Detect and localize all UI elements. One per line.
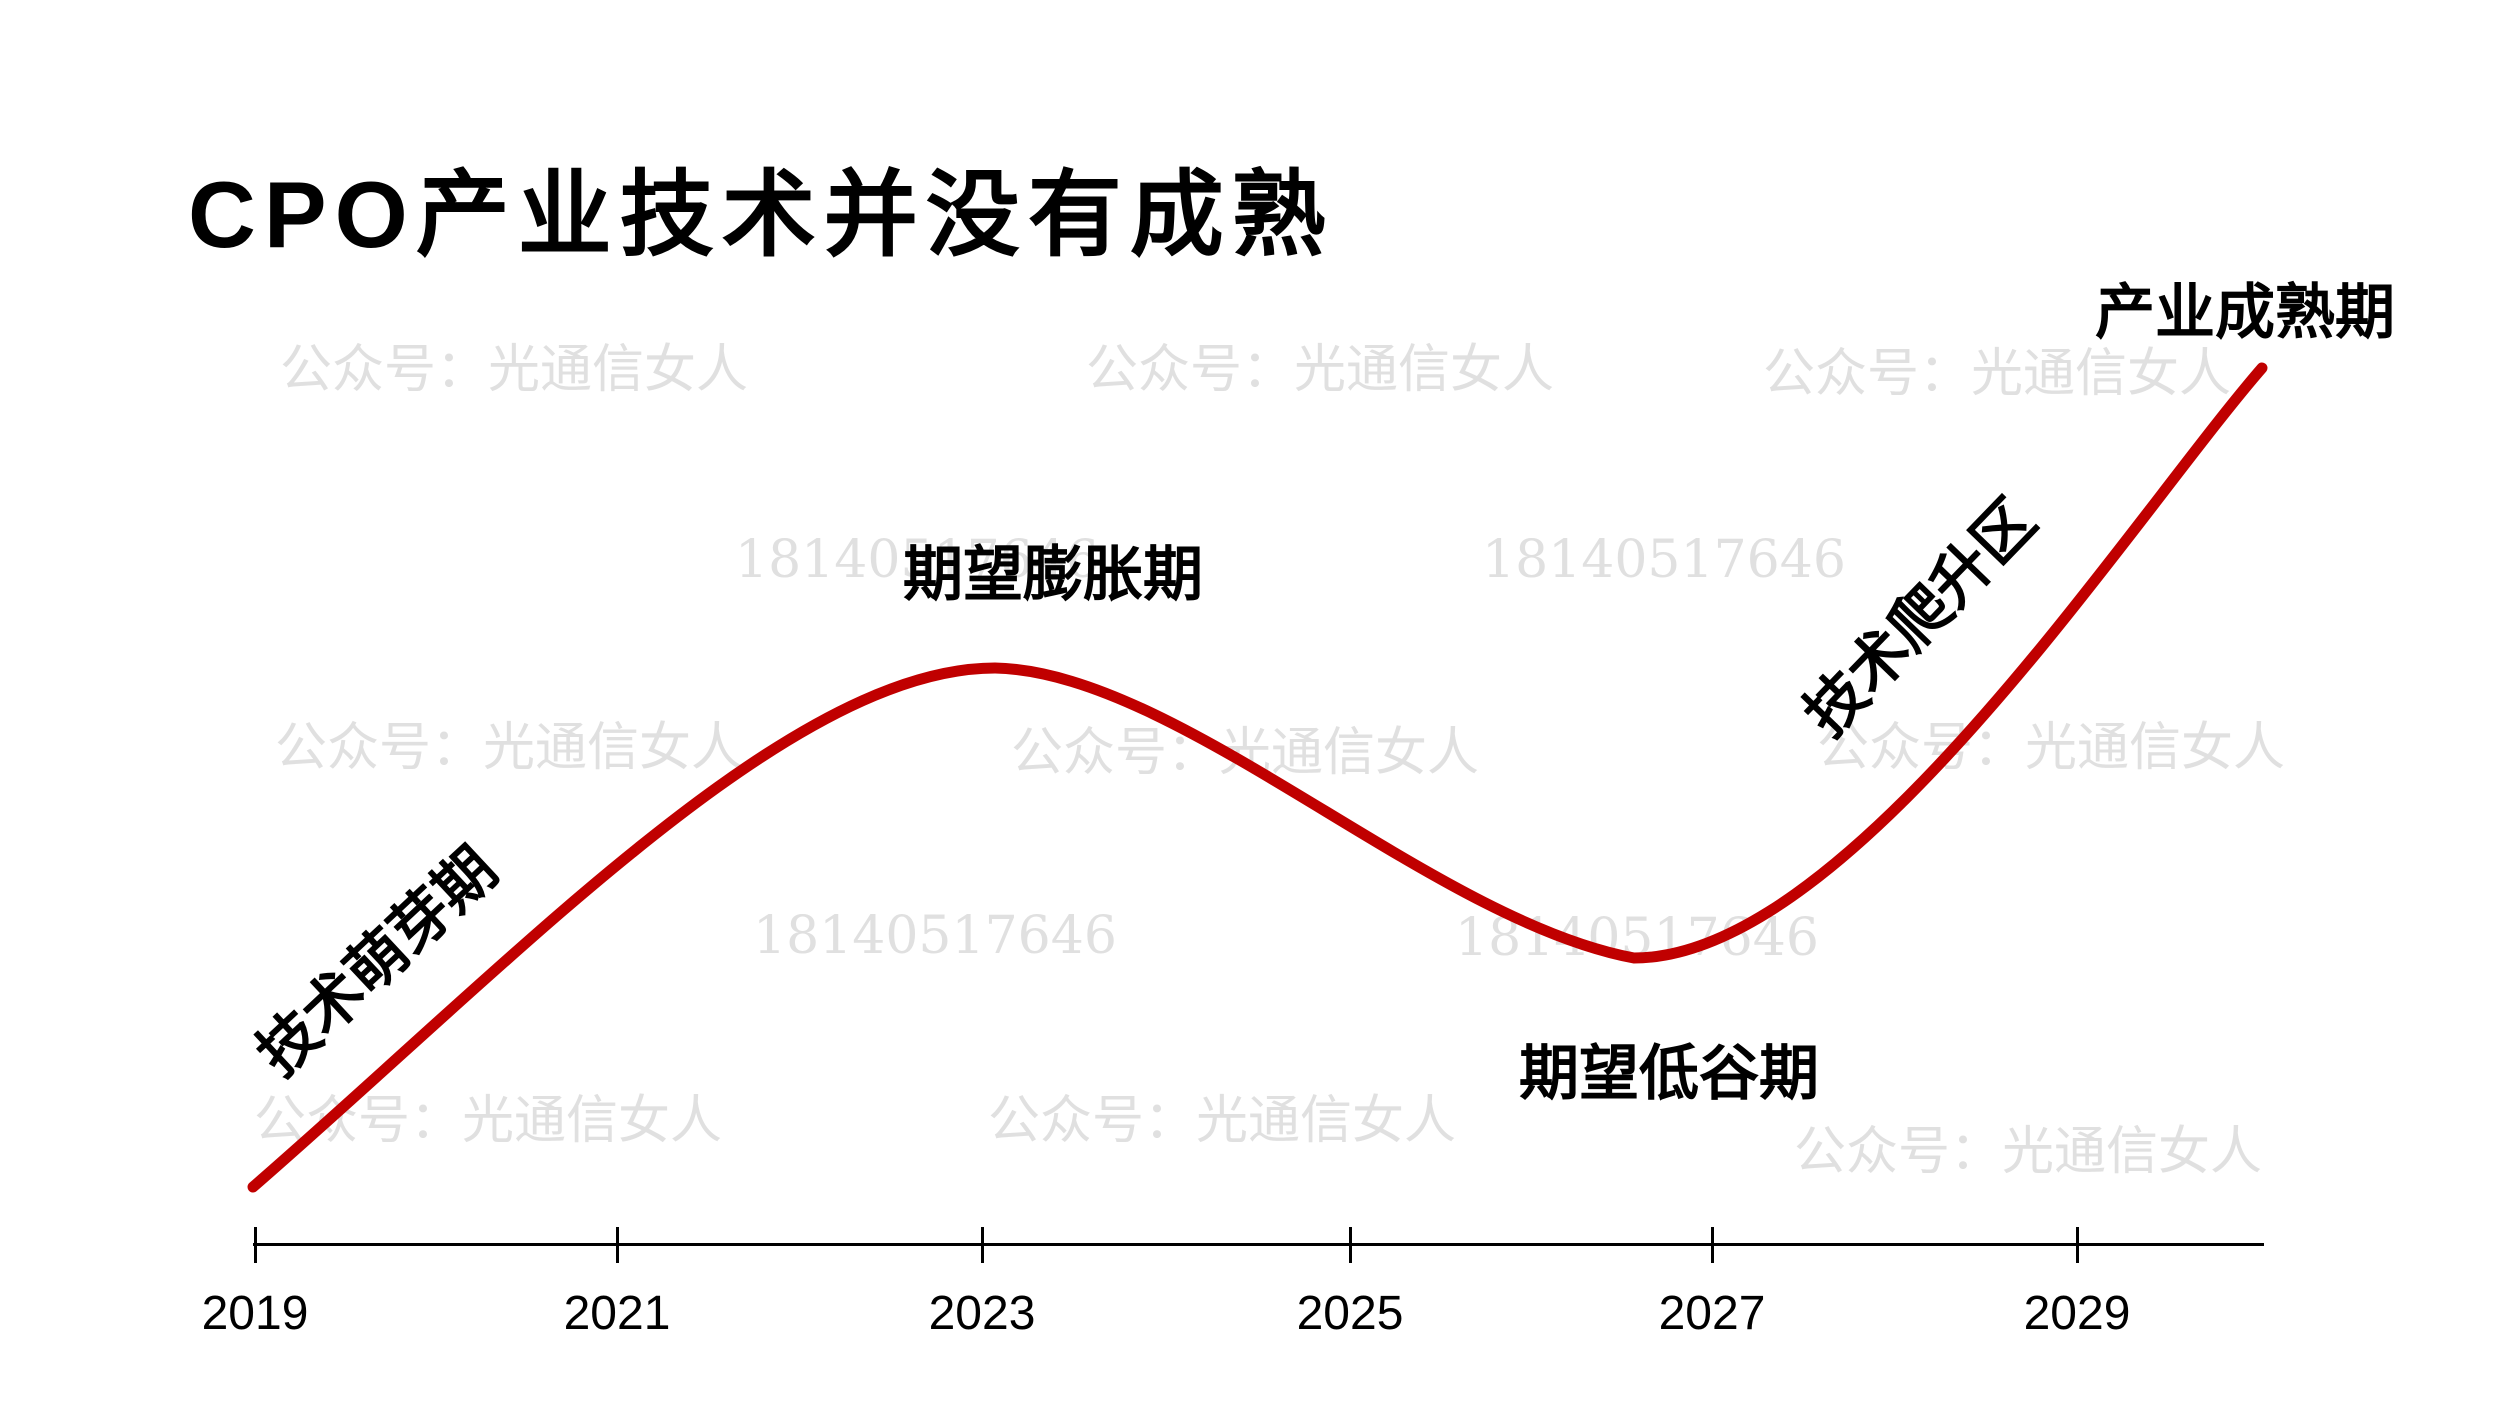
stage-label-peak-expectations: 期望膨胀期 bbox=[903, 541, 1203, 608]
watermark-phone: 18140517646 bbox=[1482, 530, 1846, 590]
x-axis-tick bbox=[1349, 1227, 1352, 1263]
x-tick-label-2029: 2029 bbox=[2023, 1287, 2131, 1340]
watermark-phone: 18140517646 bbox=[735, 530, 1099, 590]
watermark-account: 公众号：光通信女人 bbox=[1086, 340, 1555, 400]
x-tick-label-2027: 2027 bbox=[1658, 1287, 1766, 1340]
watermark-account: 公众号：光通信女人 bbox=[275, 718, 744, 778]
x-axis-tick bbox=[616, 1227, 619, 1263]
x-tick-label-2019: 2019 bbox=[201, 1287, 309, 1340]
x-axis-tick bbox=[981, 1227, 984, 1263]
x-axis-tick bbox=[254, 1227, 257, 1263]
x-axis-tick bbox=[1711, 1227, 1714, 1263]
x-tick-label-2023: 2023 bbox=[928, 1287, 1036, 1340]
x-tick-label-2025: 2025 bbox=[1296, 1287, 1404, 1340]
watermark-account: 公众号：光通信女人 bbox=[988, 1091, 1457, 1151]
stage-label-trough: 期望低谷期 bbox=[1519, 1040, 1819, 1107]
x-tick-label-2021: 2021 bbox=[563, 1287, 671, 1340]
page-title: CPO产业技术并没有成熟 bbox=[188, 161, 1334, 267]
watermark-account: 公众号：光通信女人 bbox=[1763, 344, 2232, 404]
stage-label-plateau-maturity: 产业成熟期 bbox=[2095, 279, 2395, 346]
x-axis-tick bbox=[2076, 1227, 2079, 1263]
watermark-account: 公众号：光通信女人 bbox=[280, 340, 749, 400]
x-axis-line bbox=[253, 1243, 2264, 1246]
hype-curve-line bbox=[247, 362, 2268, 1193]
watermark-phone: 18140517646 bbox=[753, 906, 1117, 966]
watermark-account: 公众号：光通信女人 bbox=[1011, 723, 1480, 783]
watermark-account: 公众号：光通信女人 bbox=[1817, 718, 2286, 778]
watermark-account: 公众号：光通信女人 bbox=[1794, 1122, 2263, 1182]
